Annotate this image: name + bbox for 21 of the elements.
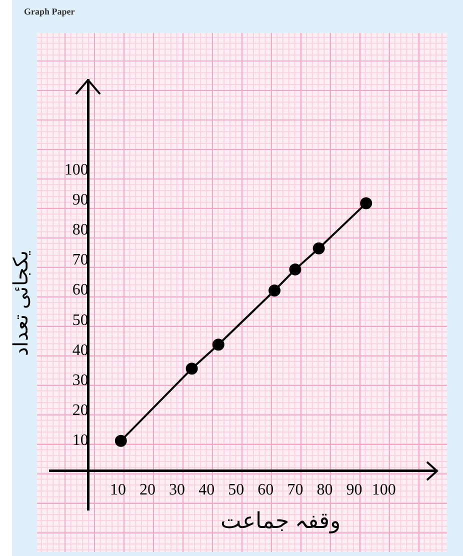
point bbox=[312, 242, 325, 254]
x-tick-label: 70 bbox=[287, 482, 304, 499]
x-axis-title: وقفہ جماعت bbox=[220, 508, 341, 534]
point bbox=[114, 434, 127, 447]
x-tick-label: 60 bbox=[258, 482, 274, 499]
point bbox=[360, 197, 372, 210]
chart-title: Graph Paper bbox=[24, 6, 75, 16]
y-tick-label: 100 bbox=[64, 161, 88, 178]
x-tick-label: 100 bbox=[372, 482, 396, 499]
x-tick-label: 80 bbox=[316, 482, 333, 499]
point bbox=[186, 362, 198, 375]
x-tick-label: 90 bbox=[346, 482, 362, 499]
x-tick-label: 50 bbox=[228, 482, 244, 499]
x-tick-label: 10 bbox=[110, 482, 126, 499]
point bbox=[212, 338, 224, 351]
point bbox=[268, 284, 281, 296]
point bbox=[289, 263, 302, 276]
x-tick-label: 30 bbox=[169, 482, 186, 499]
y-axis-title: یکجائی تعداد bbox=[10, 250, 32, 356]
x-tick-label: 20 bbox=[139, 482, 156, 499]
x-tick-label: 40 bbox=[198, 482, 215, 499]
